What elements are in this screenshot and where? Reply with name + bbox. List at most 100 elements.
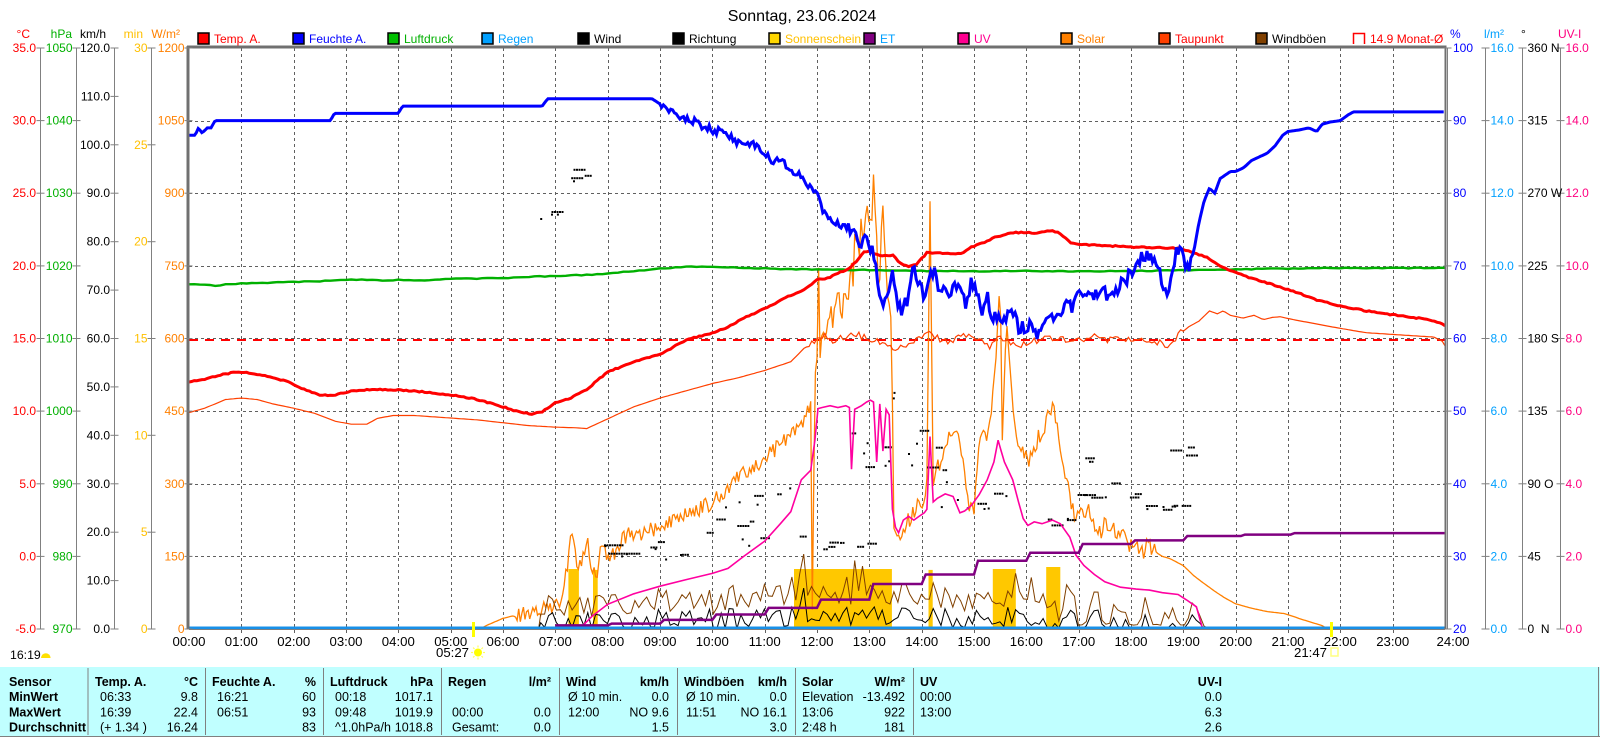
svg-text:225: 225 — [1528, 259, 1548, 273]
svg-text:0: 0 — [178, 622, 185, 636]
svg-text:NO 16.1: NO 16.1 — [740, 706, 787, 720]
svg-text:13:06: 13:06 — [802, 706, 833, 720]
svg-text:70: 70 — [1453, 259, 1467, 273]
svg-text:2.0: 2.0 — [1491, 549, 1508, 563]
svg-text:2:48 h: 2:48 h — [802, 721, 837, 735]
svg-text:%: % — [1450, 27, 1461, 41]
svg-text:00:00: 00:00 — [452, 706, 483, 720]
svg-text:hPa: hPa — [51, 27, 73, 41]
svg-text:Wind: Wind — [566, 675, 596, 689]
svg-text:min: min — [124, 27, 143, 41]
svg-text:15:00: 15:00 — [957, 634, 990, 649]
svg-text:W/m²: W/m² — [874, 675, 905, 689]
svg-text:14.0: 14.0 — [1491, 114, 1515, 128]
svg-text:13:00: 13:00 — [853, 634, 886, 649]
svg-text:0.0: 0.0 — [534, 706, 551, 720]
svg-text:30: 30 — [1453, 549, 1467, 563]
svg-text:93: 93 — [302, 706, 316, 720]
svg-text:Temp. A.: Temp. A. — [214, 32, 261, 46]
svg-text:15: 15 — [134, 332, 148, 346]
svg-text:Regen: Regen — [498, 32, 533, 46]
svg-text:18:00: 18:00 — [1114, 634, 1147, 649]
svg-text:km/h: km/h — [640, 675, 669, 689]
svg-text:^1.0hPa/h: ^1.0hPa/h — [335, 721, 391, 735]
svg-text:8.0: 8.0 — [1491, 332, 1508, 346]
svg-text:ET: ET — [880, 32, 896, 46]
svg-text:25.0: 25.0 — [13, 186, 37, 200]
svg-text:UV: UV — [974, 32, 991, 46]
svg-text:Gesamt:: Gesamt: — [452, 721, 499, 735]
svg-text:6.0: 6.0 — [1566, 404, 1583, 418]
svg-text:315: 315 — [1528, 114, 1548, 128]
svg-text:13:00: 13:00 — [920, 706, 951, 720]
svg-text:Sensor: Sensor — [9, 675, 52, 689]
svg-text:11:51: 11:51 — [686, 706, 716, 720]
svg-text:km/h: km/h — [80, 27, 106, 41]
svg-text:23:00: 23:00 — [1376, 634, 1409, 649]
svg-text:22:00: 22:00 — [1324, 634, 1357, 649]
svg-text:60.0: 60.0 — [87, 332, 111, 346]
svg-text:Windböen: Windböen — [684, 675, 744, 689]
svg-text:Feuchte A.: Feuchte A. — [309, 32, 366, 46]
svg-text:16:39: 16:39 — [100, 706, 131, 720]
svg-text:35.0: 35.0 — [13, 41, 37, 55]
svg-text:20: 20 — [1453, 622, 1467, 636]
svg-text:0.0: 0.0 — [1491, 622, 1508, 636]
svg-text:21:00: 21:00 — [1271, 634, 1304, 649]
svg-text:4.0: 4.0 — [1491, 477, 1508, 491]
svg-text:50: 50 — [1453, 404, 1467, 418]
svg-text:07:00: 07:00 — [539, 634, 572, 649]
svg-text:6.3: 6.3 — [1205, 706, 1222, 720]
svg-text:10.0: 10.0 — [1491, 259, 1515, 273]
svg-text:°C: °C — [17, 27, 31, 41]
svg-text:Solar: Solar — [1077, 32, 1105, 46]
svg-text:°: ° — [1521, 27, 1526, 41]
svg-text:10:00: 10:00 — [696, 634, 729, 649]
svg-text:300: 300 — [164, 477, 184, 491]
svg-text:83: 83 — [302, 721, 316, 735]
svg-text:14:00: 14:00 — [905, 634, 938, 649]
svg-text:12:00: 12:00 — [568, 706, 599, 720]
svg-text:06:33: 06:33 — [100, 690, 131, 704]
svg-text:-5.0: -5.0 — [15, 622, 36, 636]
svg-text:MaxWert: MaxWert — [9, 706, 62, 720]
svg-text:40.0: 40.0 — [87, 428, 111, 442]
svg-text:20.0: 20.0 — [13, 259, 37, 273]
svg-text:Solar: Solar — [802, 675, 833, 689]
svg-text:03:00: 03:00 — [329, 634, 362, 649]
svg-text:1000: 1000 — [46, 404, 73, 418]
svg-text:09:48: 09:48 — [335, 706, 366, 720]
svg-text:100.0: 100.0 — [80, 138, 110, 152]
svg-text:90.0: 90.0 — [87, 186, 111, 200]
svg-text:970: 970 — [52, 622, 72, 636]
svg-text:0.0: 0.0 — [93, 622, 110, 636]
svg-text:km/h: km/h — [758, 675, 787, 689]
svg-text:180 S: 180 S — [1528, 332, 1559, 346]
svg-text:16.24: 16.24 — [167, 721, 198, 735]
svg-text:12:00: 12:00 — [800, 634, 833, 649]
svg-text:Richtung: Richtung — [689, 32, 736, 46]
svg-text:19:00: 19:00 — [1167, 634, 1200, 649]
svg-text:16:21: 16:21 — [217, 690, 248, 704]
svg-text:24:00: 24:00 — [1436, 634, 1469, 649]
svg-text:UV: UV — [920, 675, 938, 689]
svg-text:270 W: 270 W — [1528, 186, 1563, 200]
svg-text:900: 900 — [164, 186, 184, 200]
svg-text:50.0: 50.0 — [87, 380, 111, 394]
svg-text:10.0: 10.0 — [13, 404, 37, 418]
svg-text:80: 80 — [1453, 186, 1467, 200]
svg-text:Taupunkt: Taupunkt — [1175, 32, 1224, 46]
svg-text:0 N: 0 N — [1528, 622, 1550, 636]
svg-text:30: 30 — [134, 41, 148, 55]
svg-text:1017.1: 1017.1 — [395, 690, 433, 704]
svg-text:Luftdruck: Luftdruck — [330, 675, 388, 689]
svg-text:04:00: 04:00 — [382, 634, 415, 649]
svg-text:09:00: 09:00 — [643, 634, 676, 649]
svg-text:2.0: 2.0 — [1566, 549, 1583, 563]
svg-text:08:00: 08:00 — [591, 634, 624, 649]
svg-text:0: 0 — [141, 622, 148, 636]
svg-text:UV-I: UV-I — [1198, 675, 1222, 689]
svg-text:00:18: 00:18 — [335, 690, 366, 704]
svg-text:70.0: 70.0 — [87, 283, 111, 297]
svg-text:22.4: 22.4 — [174, 706, 198, 720]
